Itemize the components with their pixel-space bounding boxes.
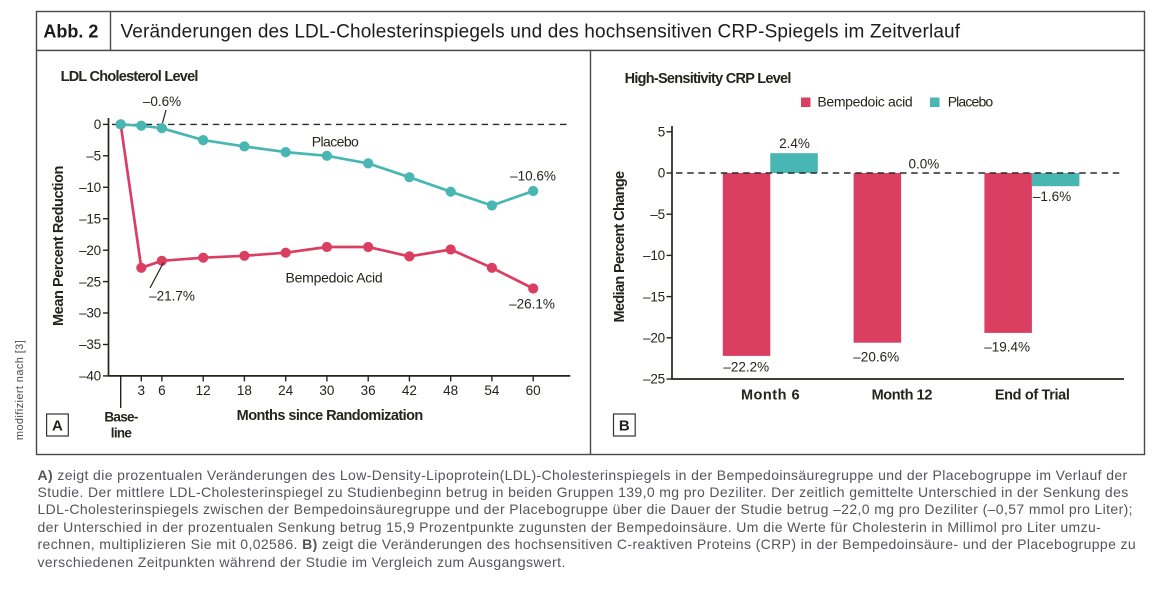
svg-text:54: 54 <box>484 383 500 398</box>
svg-text:–35: –35 <box>79 337 101 352</box>
svg-text:–20: –20 <box>79 243 101 258</box>
svg-text:–0.6%: –0.6% <box>143 94 181 109</box>
svg-text:Month 6: Month 6 <box>741 388 800 404</box>
svg-text:Median Percent Change: Median Percent Change <box>612 171 628 323</box>
svg-text:0: 0 <box>94 117 101 132</box>
svg-text:48: 48 <box>443 383 458 398</box>
svg-text:B: B <box>619 418 630 435</box>
svg-text:5: 5 <box>658 125 665 140</box>
svg-text:End of Trial: End of Trial <box>995 388 1070 404</box>
svg-text:Bempedoic acid: Bempedoic acid <box>817 94 912 110</box>
svg-text:A: A <box>52 418 63 435</box>
svg-text:–25: –25 <box>643 372 665 387</box>
svg-text:–30: –30 <box>79 306 101 321</box>
svg-text:12: 12 <box>196 383 211 398</box>
svg-text:High-Sensitivity CRP Level: High-Sensitivity CRP Level <box>625 71 791 87</box>
svg-text:60: 60 <box>526 383 541 398</box>
svg-text:Veränderungen des LDL-Choleste: Veränderungen des LDL-Cholesterinspiegel… <box>121 21 961 42</box>
svg-text:–5: –5 <box>86 149 101 164</box>
svg-text:–26.1%: –26.1% <box>509 297 555 312</box>
svg-text:Bempedoic Acid: Bempedoic Acid <box>286 270 383 286</box>
svg-text:–15: –15 <box>79 211 101 226</box>
svg-text:–20.6%: –20.6% <box>853 350 899 365</box>
svg-text:Placebo: Placebo <box>312 134 359 150</box>
svg-text:36: 36 <box>361 383 376 398</box>
svg-text:24: 24 <box>278 383 294 398</box>
svg-text:6: 6 <box>158 383 166 398</box>
svg-text:Placebo: Placebo <box>948 94 994 110</box>
svg-text:line: line <box>111 426 133 441</box>
svg-text:0.0%: 0.0% <box>909 156 940 171</box>
svg-text:Month 12: Month 12 <box>872 388 933 404</box>
svg-text:Base-: Base- <box>104 410 137 425</box>
svg-text:–10: –10 <box>643 248 665 263</box>
svg-text:30: 30 <box>319 383 334 398</box>
svg-text:–20: –20 <box>643 331 665 346</box>
svg-text:LDL Cholesterol Level: LDL Cholesterol Level <box>61 69 198 85</box>
svg-text:2.4%: 2.4% <box>779 136 810 151</box>
svg-text:Months since Randomization: Months since Randomization <box>237 408 423 424</box>
svg-text:–5: –5 <box>650 207 665 222</box>
svg-text:0: 0 <box>658 166 665 181</box>
svg-text:18: 18 <box>237 383 252 398</box>
svg-text:–19.4%: –19.4% <box>984 340 1030 355</box>
svg-text:–10.6%: –10.6% <box>510 169 556 184</box>
svg-text:–22.2%: –22.2% <box>723 360 769 375</box>
svg-text:3: 3 <box>138 383 146 398</box>
svg-text:–40: –40 <box>79 369 101 384</box>
svg-text:–1.6%: –1.6% <box>1033 189 1071 204</box>
svg-text:Abb. 2: Abb. 2 <box>43 21 98 41</box>
svg-text:–25: –25 <box>79 274 101 289</box>
svg-text:Mean Percent Reduction: Mean Percent Reduction <box>51 166 67 326</box>
svg-text:–15: –15 <box>643 289 665 304</box>
svg-text:–21.7%: –21.7% <box>149 289 195 304</box>
svg-text:–10: –10 <box>79 180 101 195</box>
svg-text:42: 42 <box>402 383 417 398</box>
